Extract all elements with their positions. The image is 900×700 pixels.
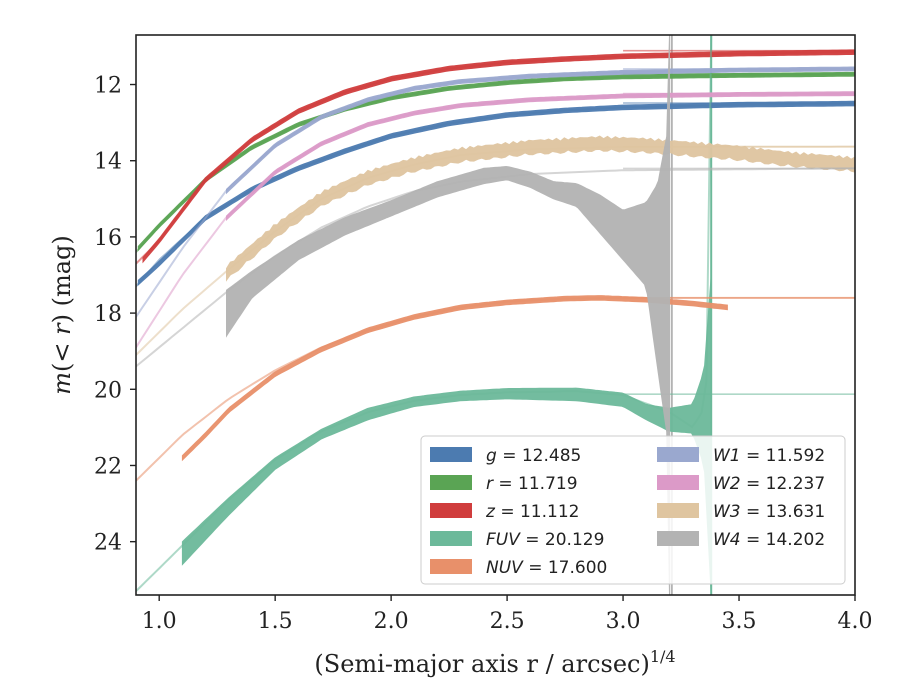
x-tick-label: 1.5 bbox=[258, 609, 293, 634]
legend-label: W4 = 14.202 bbox=[713, 530, 825, 550]
x-axis-label: (Semi-major axis r / arcsec)1/4 bbox=[314, 647, 675, 678]
legend: g = 12.485 r = 11.719 z = 11.112 FUV = 20.1… bbox=[420, 435, 846, 585]
legend-label: FUV = 20.129 bbox=[486, 530, 604, 550]
x-axis: 1.0 1.5 2.0 2.5 3.0 3.5 4.0 bbox=[142, 595, 873, 634]
y-tick-label: 18 bbox=[94, 302, 122, 327]
y-tick-label: 24 bbox=[94, 531, 122, 556]
series-W1 bbox=[136, 66, 855, 318]
data-band bbox=[226, 35, 670, 595]
data-band bbox=[226, 91, 855, 221]
y-tick-label: 22 bbox=[94, 454, 122, 479]
legend-swatch bbox=[657, 475, 699, 490]
x-tick-label: 1.0 bbox=[142, 609, 177, 634]
series-z bbox=[136, 49, 855, 265]
y-tick-label: 16 bbox=[94, 226, 122, 251]
series-W2 bbox=[136, 91, 855, 348]
legend-swatch bbox=[657, 503, 699, 518]
legend-label: z = 11.112 bbox=[485, 502, 579, 522]
legend-label: r = 11.719 bbox=[486, 474, 578, 494]
legend-box bbox=[420, 435, 846, 585]
legend-swatch bbox=[430, 447, 472, 462]
data-band bbox=[226, 66, 855, 195]
y-tick-label: 14 bbox=[94, 150, 122, 175]
x-tick-label: 2.5 bbox=[490, 609, 525, 634]
data-band bbox=[181, 274, 712, 595]
series-W4 bbox=[136, 35, 855, 595]
plot-frame bbox=[135, 34, 856, 596]
legend-swatch bbox=[657, 531, 699, 546]
series-g bbox=[136, 100, 855, 288]
x-tick-label: 2.0 bbox=[374, 609, 409, 634]
data-band bbox=[226, 135, 855, 282]
series-W3 bbox=[136, 135, 855, 356]
x-tick-label: 3.5 bbox=[722, 609, 757, 634]
legend-swatch bbox=[430, 475, 472, 490]
legend-label: W2 = 12.237 bbox=[713, 474, 825, 494]
data-band bbox=[181, 295, 728, 462]
y-axis: 12 14 16 18 20 22 24 bbox=[94, 74, 136, 556]
y-tick-label: 12 bbox=[94, 74, 122, 99]
legend-label: W1 = 11.592 bbox=[713, 446, 825, 466]
y-axis-label: m(< r) (mag) bbox=[48, 235, 76, 395]
y-tick-label: 20 bbox=[94, 378, 122, 403]
legend-label: NUV = 17.600 bbox=[486, 558, 607, 578]
x-tick-label: 3.0 bbox=[606, 609, 641, 634]
data-band bbox=[137, 71, 855, 252]
legend-label: W3 = 13.631 bbox=[713, 502, 825, 522]
legend-swatch bbox=[430, 531, 472, 546]
legend-label: g = 12.485 bbox=[486, 446, 581, 466]
legend-swatch bbox=[657, 447, 699, 462]
legend-swatch bbox=[430, 559, 472, 574]
model-curve bbox=[136, 167, 855, 368]
data-band bbox=[142, 49, 855, 264]
x-tick-label: 4.0 bbox=[838, 609, 873, 634]
legend-swatch bbox=[430, 503, 472, 518]
series-layer bbox=[136, 35, 855, 595]
data-band bbox=[137, 100, 855, 287]
series-r bbox=[136, 71, 855, 253]
